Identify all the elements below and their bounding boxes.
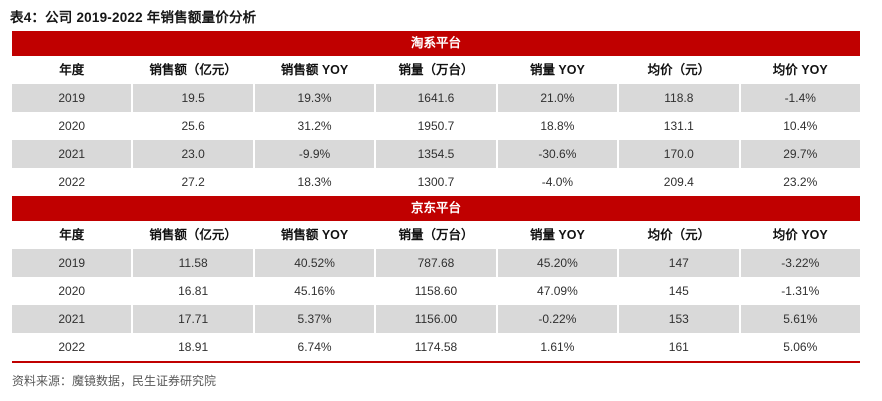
column-header: 销售额 YOY: [280, 228, 349, 242]
table-cell: 23.0: [133, 140, 253, 168]
table-row: 2019 11.58 40.52% 787.68 45.20% 147 -3.22%: [12, 249, 860, 277]
table-cell: 153: [619, 305, 739, 333]
table-cell: 1641.6: [376, 84, 496, 112]
table-row: 2022 27.2 18.3% 1300.7 -4.0% 209.4 23.2%: [12, 168, 860, 196]
table-cell: 19.3%: [254, 84, 375, 112]
table-row: 2019 19.5 19.3% 1641.6 21.0% 118.8 -1.4%: [12, 84, 860, 112]
table-cell: 1950.7: [417, 119, 455, 133]
page-title: 表4：公司 2019-2022 年销售额量价分析: [10, 10, 257, 25]
column-header: 销量 YOY: [529, 228, 585, 242]
table-cell: 2019: [12, 84, 132, 112]
table-cell: 1174.58: [414, 340, 458, 354]
table-cell: -9.9%: [254, 140, 375, 168]
table-cell: 1158.60: [414, 284, 458, 298]
table-cell: -1.31%: [781, 284, 820, 298]
column-header: 均价（元）: [647, 228, 711, 242]
table-cell: 2022: [58, 340, 86, 354]
header-row: 年度 销售额（亿元） 销售额 YOY 销量（万台） 销量 YOY 均价（元） 均价 YOY: [12, 56, 860, 84]
table-cell: 1300.7: [417, 175, 455, 189]
platform-banner: 淘系平台: [12, 31, 860, 56]
table-cell: 5.61%: [740, 305, 860, 333]
header-row: 年度 销售额（亿元） 销售额 YOY 销量（万台） 销量 YOY 均价（元） 均价 YOY: [12, 221, 860, 249]
table-cell: 25.6: [181, 119, 205, 133]
table-cell: 5.37%: [254, 305, 375, 333]
table-row: 2020 16.81 45.16% 1158.60 47.09% 145 -1.31%: [12, 277, 860, 305]
table-row: 2021 17.71 5.37% 1156.00 -0.22% 153 5.61%: [12, 305, 860, 333]
table-cell: 1.61%: [540, 340, 575, 354]
table-cell: -0.22%: [497, 305, 618, 333]
column-header: 均价 YOY: [772, 228, 828, 242]
column-header: 年度: [59, 228, 85, 242]
table-cell: -3.22%: [740, 249, 860, 277]
table-cell: 1156.00: [376, 305, 496, 333]
table-row: 2022 18.91 6.74% 1174.58 1.61% 161 5.06%: [12, 333, 860, 361]
table-cell: 10.4%: [783, 119, 818, 133]
table-cell: 145: [668, 284, 689, 298]
table-row: 2020 25.6 31.2% 1950.7 18.8% 131.1 10.4%: [12, 112, 860, 140]
table-cell: 6.74%: [297, 340, 332, 354]
platform-section: 淘系平台 年度 销售额（亿元） 销售额 YOY 销量（万台） 销量 YOY 均价（元） 均价…: [12, 31, 860, 196]
column-header: 销量 YOY: [529, 63, 585, 77]
table-cell: 18.91: [178, 340, 209, 354]
table-cell: 29.7%: [740, 140, 860, 168]
column-header: 年度: [59, 63, 85, 77]
table-cell: 131.1: [663, 119, 694, 133]
table-cell: 47.09%: [537, 284, 578, 298]
table-cell: 5.06%: [783, 340, 818, 354]
table-cell: 170.0: [619, 140, 739, 168]
table-cell: 27.2: [181, 175, 205, 189]
table-cell: 17.71: [133, 305, 253, 333]
table-cell: 45.20%: [497, 249, 618, 277]
table-cell: 147: [619, 249, 739, 277]
table-cell: 18.3%: [297, 175, 332, 189]
platform-banner-label: 淘系平台: [410, 36, 461, 50]
table-cell: 21.0%: [497, 84, 618, 112]
table-cell: 16.81: [178, 284, 209, 298]
column-header: 销量（万台）: [398, 63, 474, 77]
table-row: 2021 23.0 -9.9% 1354.5 -30.6% 170.0 29.7%: [12, 140, 860, 168]
table-cell: 2020: [58, 284, 86, 298]
column-header: 销量（万台）: [398, 228, 474, 242]
table-cell: 23.2%: [783, 175, 818, 189]
table-cell: 2020: [58, 119, 86, 133]
table-cell: -1.4%: [740, 84, 860, 112]
table-cell: 31.2%: [297, 119, 332, 133]
table-cell: 18.8%: [540, 119, 575, 133]
table-cell: 161: [668, 340, 689, 354]
source-note: 资料来源：魔镜数据，民生证券研究院: [12, 374, 217, 388]
table-cell: 2022: [58, 175, 86, 189]
table-cell: 787.68: [376, 249, 496, 277]
sales-table: 淘系平台 年度 销售额（亿元） 销售额 YOY 销量（万台） 销量 YOY 均价（元） 均价…: [12, 31, 860, 363]
platform-section: 京东平台 年度 销售额（亿元） 销售额 YOY 销量（万台） 销量 YOY 均价（元） 均价…: [12, 196, 860, 361]
platform-banner-label: 京东平台: [410, 201, 461, 215]
column-header: 销售额 YOY: [280, 63, 349, 77]
table-cell: -30.6%: [497, 140, 618, 168]
column-header: 销售额（亿元）: [149, 228, 237, 242]
table-cell: 2021: [12, 140, 132, 168]
table-cell: 1354.5: [376, 140, 496, 168]
section-body: 2019 11.58 40.52% 787.68 45.20% 147 -3.22% 2020…: [12, 249, 860, 361]
column-header: 均价（元）: [647, 63, 711, 77]
column-header: 销售额（亿元）: [149, 63, 237, 77]
platform-banner: 京东平台: [12, 196, 860, 221]
table-cell: -4.0%: [541, 175, 574, 189]
table-cell: 2019: [12, 249, 132, 277]
table-cell: 19.5: [133, 84, 253, 112]
table-cell: 118.8: [619, 84, 739, 112]
section-body: 2019 19.5 19.3% 1641.6 21.0% 118.8 -1.4% 2020 25…: [12, 84, 860, 196]
table-cell: 40.52%: [254, 249, 375, 277]
table-cell: 209.4: [663, 175, 694, 189]
table-cell: 11.58: [133, 249, 253, 277]
table-cell: 2021: [12, 305, 132, 333]
column-header: 均价 YOY: [772, 63, 828, 77]
table-cell: 45.16%: [294, 284, 335, 298]
